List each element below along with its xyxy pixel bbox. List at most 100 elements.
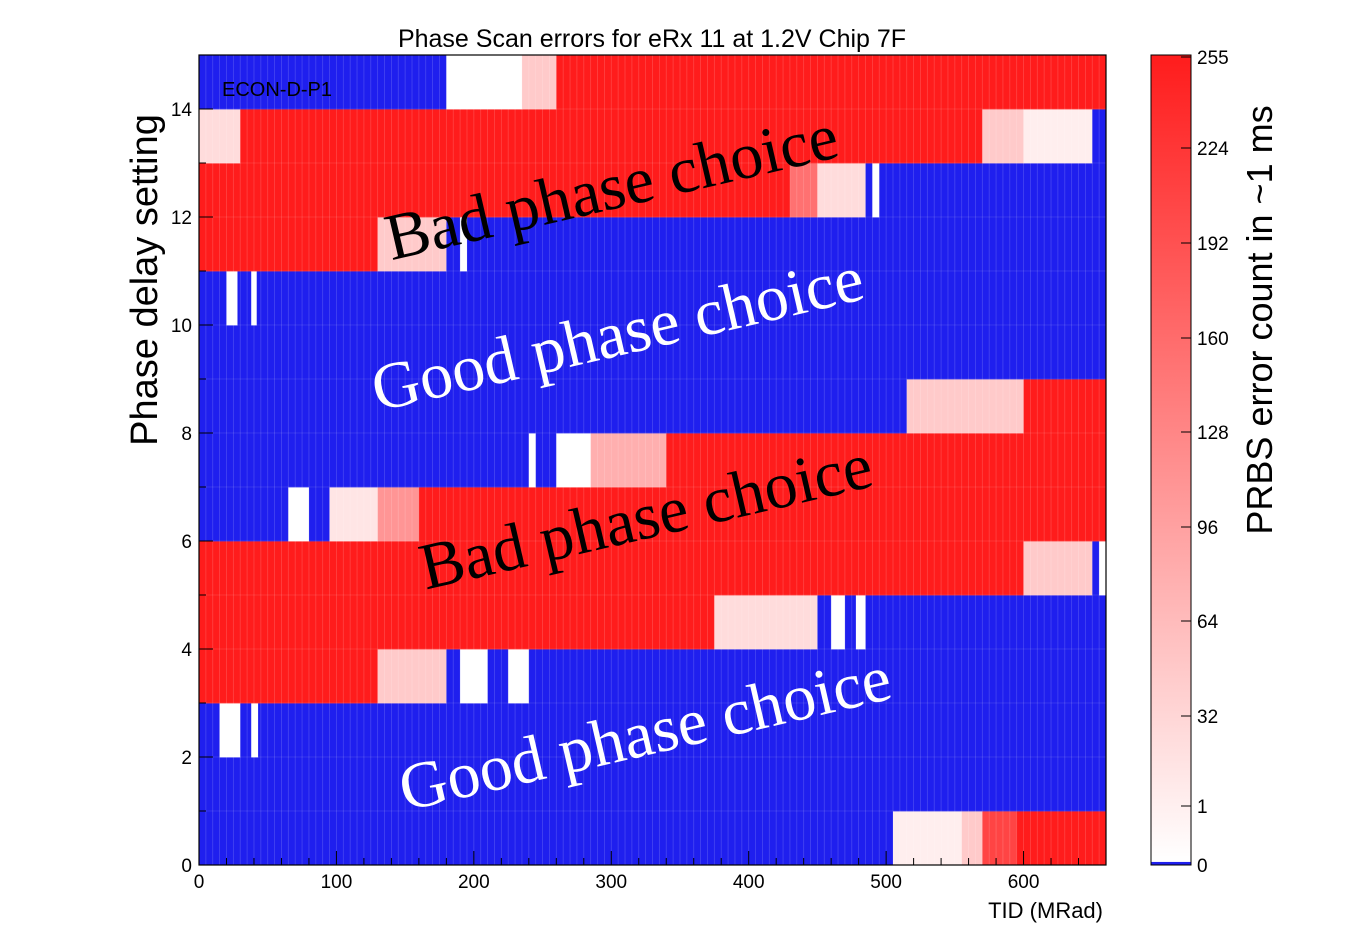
heatmap-cell [240,109,983,164]
x-tick-label: 600 [1008,872,1040,893]
y-axis: 0 2 4 6 8 10 12 14 [171,100,213,877]
colorbar-tick-label: 64 [1197,612,1219,633]
heatmap-cell [906,379,1024,434]
heatmap-cell [521,55,557,110]
heatmap-cell [288,487,310,542]
heatmap-cell [528,649,1107,704]
heatmap-cell [258,703,1107,758]
heatmap-cell [199,379,908,434]
heatmap-cell [466,217,488,272]
x-axis: 0 100 200 300 400 500 600 [194,851,1080,893]
heatmap-cell [199,757,1107,812]
x-tick-label: 200 [458,872,490,893]
heatmap-cell [982,109,1024,164]
heatmap-cell [377,217,447,272]
heatmap-cell [199,811,894,866]
heatmap-cell [865,163,873,218]
heatmap-cell [199,541,1024,596]
heatmap-cell [982,811,1018,866]
heatmap-cell [817,163,866,218]
heatmap-cell [377,487,420,542]
heatmap-cell [855,595,866,650]
heatmap-cells [199,55,1107,866]
heatmap-cell [817,595,832,650]
heatmap-cell [251,271,258,326]
heatmap-cell [256,271,1107,326]
y-tick-label: 8 [181,424,192,445]
colorbar-label: PRBS error count in ~1 ms [1239,105,1280,534]
heatmap-cell [199,109,241,164]
y-axis-label: Phase delay setting [124,114,166,446]
heatmap-cell [446,649,461,704]
x-tick-label: 400 [733,872,765,893]
heatmap-cell [1016,811,1107,866]
heatmap-cell [199,325,1107,380]
heatmap-cell [199,595,715,650]
heatmap-cell [199,487,289,542]
heatmap-cell [199,55,447,110]
heatmap-cell [237,271,252,326]
heatmap-cell [714,595,818,650]
heatmap-cell [535,433,557,488]
heatmap-cell [308,487,330,542]
heatmap-cell [1023,379,1107,434]
x-tick-label: 300 [595,872,627,893]
heatmap-cell [844,595,857,650]
heatmap-cell [1099,541,1107,596]
heatmap-cell [199,217,379,272]
heatmap-cell [590,433,667,488]
heatmap-cell [199,649,379,704]
colorbar-zero-band [1151,861,1191,865]
heatmap-cell [446,55,523,110]
colorbar-tick-label: 192 [1197,234,1229,255]
colorbar-tick-label: 224 [1197,139,1229,160]
heatmap-cell [1023,541,1093,596]
heatmap-cell [219,703,241,758]
heatmap-cell [892,811,963,866]
colorbar-tick-label: 128 [1197,423,1229,444]
heatmap-cell [487,217,1107,272]
heatmap-cell [556,433,592,488]
colorbar-tick-label: 96 [1197,518,1218,539]
heatmap-cell [508,649,530,704]
y-tick-label: 12 [171,208,192,229]
heatmap-cell [199,271,227,326]
y-tick-label: 0 [181,856,192,877]
plot-frame [198,54,1107,866]
colorbar: 0 1 32 64 96 128 160 192 224 255 [1150,48,1229,877]
colorbar-tick-label: 255 [1197,48,1229,69]
colorbar-gradient [1151,55,1191,862]
y-tick-label: 6 [181,532,192,553]
heatmap-cell [460,217,468,272]
colorbar-frame [1150,54,1192,866]
heatmap-cell [872,163,880,218]
bin-gridlines [198,55,1107,865]
heatmap-cell [446,217,461,272]
heatmap-cell [1092,109,1107,164]
heatmap-cell [226,271,238,326]
heatmap-cell [251,703,259,758]
colorbar-tick-label: 1 [1197,797,1208,818]
heatmap-cell [789,163,818,218]
heatmap-cell [418,487,1107,542]
heatmap-cell [199,703,221,758]
heatmap-cell [487,649,509,704]
heatmap-cell [199,433,530,488]
heatmap-cell [240,703,252,758]
x-tick-label: 0 [194,872,205,893]
chip-label: ECON-D-P1 [222,79,332,101]
heatmap-cell [528,433,537,488]
heatmap-cell [377,649,447,704]
chart-title: Phase Scan errors for eRx 11 at 1.2V Chi… [398,25,906,53]
heatmap-cell [1023,109,1093,164]
y-tick-label: 14 [171,100,193,121]
x-tick-label: 500 [870,872,902,893]
y-tick-label: 2 [181,748,192,769]
y-tick-label: 10 [171,316,192,337]
heatmap-cell [961,811,983,866]
heatmap-cell [1092,541,1100,596]
heatmap-cell [831,595,846,650]
y-tick-label: 4 [181,640,192,661]
heatmap-cell [666,433,1107,488]
